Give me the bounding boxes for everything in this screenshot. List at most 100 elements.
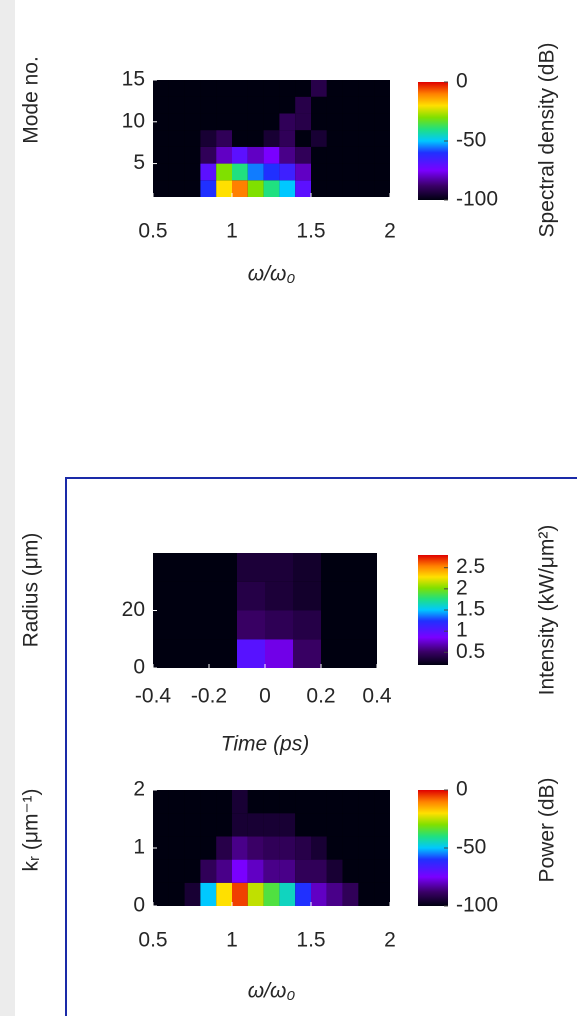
- heatmap-cell: [358, 80, 375, 97]
- heatmap-cell: [184, 882, 201, 906]
- heatmap-cell: [349, 639, 377, 668]
- heatmap-cell: [232, 859, 248, 883]
- colorbar-label: Spectral density (dB): [536, 43, 559, 238]
- heatmap-cell: [184, 180, 201, 197]
- colorbar-tick-label: -100: [456, 894, 498, 917]
- x-tick-label: 1: [226, 929, 238, 952]
- heatmap-cell: [279, 96, 296, 114]
- colorbar-label: Power (dB): [536, 777, 559, 882]
- heatmap-cell: [311, 163, 327, 181]
- heatmap-cell: [342, 80, 359, 97]
- heatmap-cell: [342, 130, 359, 147]
- heatmap-cell: [237, 581, 265, 611]
- heatmap-cell: [265, 581, 293, 611]
- heatmap-cell: [209, 553, 237, 582]
- heatmap-cell: [279, 180, 296, 197]
- colorbar-tick-label: 0.5: [456, 640, 485, 663]
- heatmap-cell: [374, 113, 390, 131]
- heatmap-cell: [295, 113, 311, 131]
- heatmap-cell: [200, 130, 217, 147]
- heatmap-cell: [326, 180, 343, 197]
- heatmap-cell: [181, 581, 209, 611]
- heatmap-cell: [349, 610, 377, 640]
- heatmap-cell: [293, 639, 321, 668]
- heatmap-cell: [153, 790, 169, 814]
- heatmap-cell: [200, 859, 217, 883]
- heatmap-cell: [216, 80, 232, 97]
- heatmap-cell: [247, 80, 264, 97]
- heatmap-cell: [342, 113, 359, 131]
- heatmap-cell: [200, 882, 217, 906]
- heatmap-cell: [153, 180, 169, 197]
- heatmap-cell: [311, 836, 327, 860]
- heatmap-cell: [237, 639, 265, 668]
- colorbar-tick-label: -50: [456, 836, 486, 859]
- colorbar: [418, 555, 448, 665]
- heatmap-cell: [358, 146, 375, 164]
- heatmap-cell: [311, 96, 327, 114]
- heatmap-cell: [358, 96, 375, 114]
- heatmap-cell: [279, 836, 296, 860]
- heatmap-cell: [153, 80, 169, 97]
- heatmap-cell: [342, 813, 359, 837]
- heatmap-cell: [153, 146, 169, 164]
- heatmap-cell: [295, 836, 311, 860]
- heatmap-cell: [358, 813, 375, 837]
- heatmap-cell: [295, 146, 311, 164]
- heatmap-cell: [232, 113, 248, 131]
- heatmap-cell: [342, 882, 359, 906]
- heatmap-cell: [279, 882, 296, 906]
- heatmap-cell: [342, 163, 359, 181]
- x-tick-label: -0.4: [135, 685, 172, 708]
- heatmap-cell: [342, 96, 359, 114]
- heatmap-cell: [374, 882, 390, 906]
- heatmap-cell: [263, 130, 280, 147]
- heatmap-cell: [279, 790, 296, 814]
- heatmap-cell: [311, 790, 327, 814]
- heatmap-cell: [311, 113, 327, 131]
- heatmap-cell: [279, 113, 296, 131]
- heatmap-cell: [358, 130, 375, 147]
- heatmap-cell: [232, 80, 248, 97]
- x-tick-label: 0.2: [306, 685, 335, 708]
- heatmap-cell: [374, 813, 390, 837]
- heatmap-cell: [295, 859, 311, 883]
- heatmap-cell: [200, 80, 217, 97]
- heatmap-cell: [247, 882, 264, 906]
- heatmap-cell: [342, 146, 359, 164]
- heatmap-cell: [247, 813, 264, 837]
- heatmap-cell: [168, 130, 185, 147]
- heatmap-cell: [349, 581, 377, 611]
- heatmap-cell: [358, 882, 375, 906]
- heatmap-cell: [263, 96, 280, 114]
- heatmap-cell: [263, 146, 280, 164]
- heatmap-cell: [326, 80, 343, 97]
- heatmap-cell: [153, 130, 169, 147]
- heatmap-cell: [168, 836, 185, 860]
- heatmap-cell: [279, 146, 296, 164]
- heatmap-cell: [358, 163, 375, 181]
- y-tick-label: 2: [133, 778, 145, 801]
- heatmap-cell: [358, 790, 375, 814]
- heatmap-cell: [168, 80, 185, 97]
- x-tick-label: 2: [384, 220, 396, 243]
- heatmap-cell: [153, 96, 169, 114]
- x-axis-label: ω/ω₀: [248, 263, 296, 286]
- heatmap-cell: [326, 813, 343, 837]
- colorbar-tick-label: 0: [456, 70, 468, 93]
- heatmap-cell: [295, 163, 311, 181]
- heatmap-cell: [216, 130, 232, 147]
- heatmap-cell: [358, 113, 375, 131]
- heatmap-cell: [247, 130, 264, 147]
- heatmap-cell: [293, 553, 321, 582]
- heatmap-cell: [181, 553, 209, 582]
- heatmap-cell: [342, 836, 359, 860]
- heatmap-cell: [216, 882, 232, 906]
- heatmap-cell: [279, 130, 296, 147]
- heatmap-cell: [263, 113, 280, 131]
- heatmap-cell: [216, 163, 232, 181]
- heatmap-cell: [295, 180, 311, 197]
- heatmap-cell: [200, 790, 217, 814]
- heatmap-cell: [184, 80, 201, 97]
- heatmap-cell: [374, 96, 390, 114]
